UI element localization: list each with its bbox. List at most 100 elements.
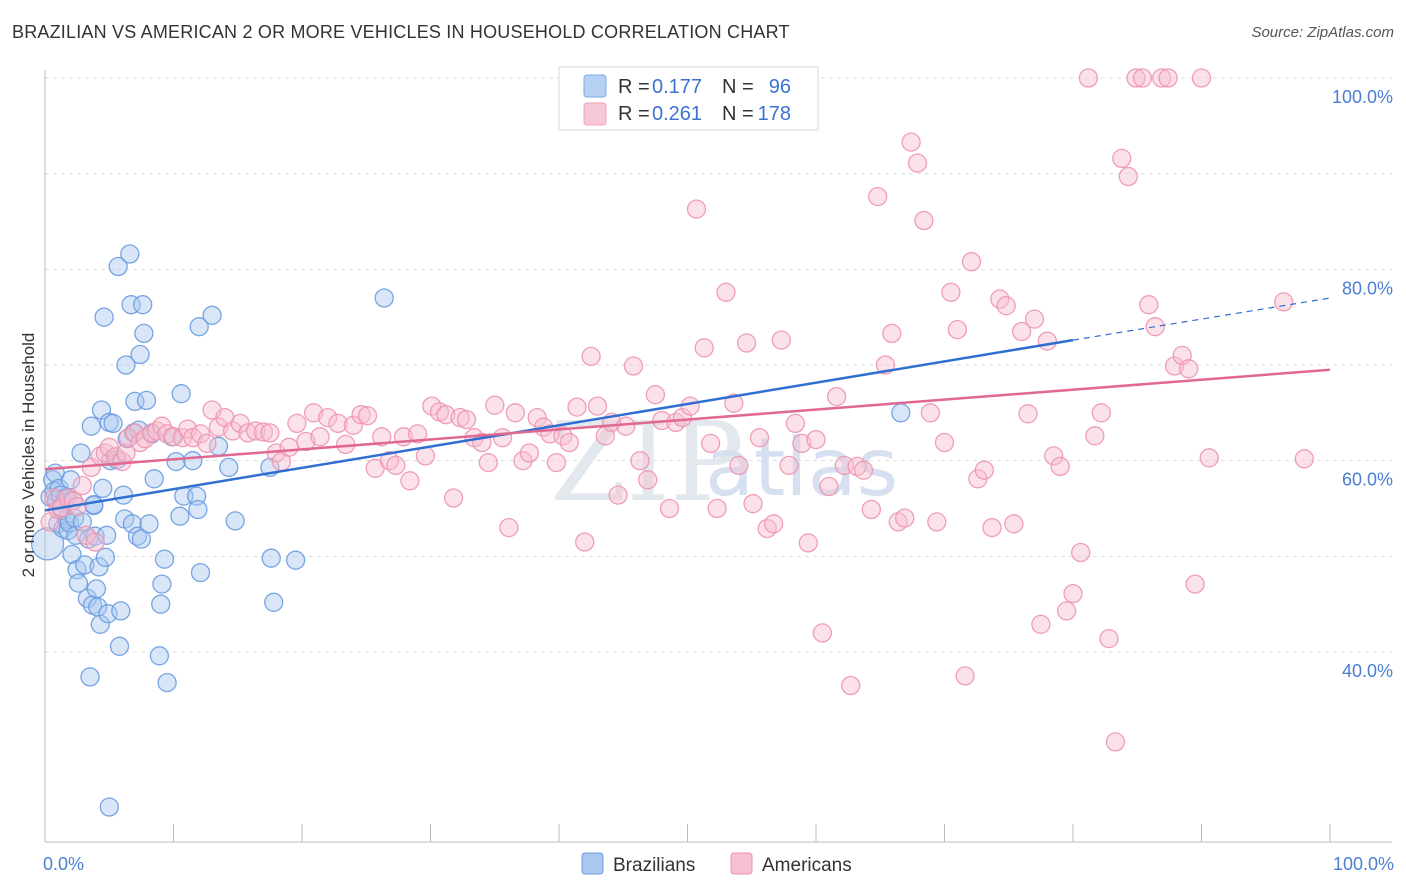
data-point (575, 532, 595, 552)
y-axis-label: 2 or more Vehicles in Household (19, 333, 38, 578)
data-point (1105, 732, 1126, 752)
trend-line-americans (44, 368, 1331, 471)
data-point (700, 433, 721, 454)
legend-swatch-americans (583, 102, 607, 126)
data-point (1139, 295, 1159, 315)
data-point (1056, 601, 1077, 621)
data-point (1024, 309, 1045, 329)
data-point (130, 344, 150, 365)
legend-r-value-1: 0.177 (652, 76, 702, 98)
data-point (891, 403, 911, 423)
watermark: ZIP atlas (550, 398, 898, 526)
series-brazilians-points (30, 244, 911, 817)
source-label: Source: ZipAtlas.com (1251, 24, 1394, 41)
data-point (75, 555, 95, 575)
data-point (581, 346, 601, 367)
data-point (108, 256, 128, 277)
data-point (901, 132, 921, 152)
data-point (246, 421, 266, 441)
data-point (343, 415, 364, 435)
data-point (608, 485, 628, 505)
data-point (133, 295, 153, 315)
data-point (351, 405, 371, 425)
x-tick-label-max: 100.0% (1333, 854, 1394, 874)
data-point (95, 547, 116, 567)
data-point (202, 305, 222, 325)
data-point (166, 451, 186, 472)
data-point (1085, 426, 1105, 446)
data-point (559, 432, 579, 453)
data-point (94, 307, 114, 327)
data-point (1037, 331, 1057, 351)
data-point (400, 471, 420, 491)
watermark-zip: ZIP (550, 398, 744, 526)
data-point (1031, 614, 1051, 634)
data-point (771, 330, 791, 350)
data-point (1199, 448, 1219, 468)
data-point (941, 282, 961, 302)
data-point (853, 460, 874, 480)
legend-n-label-1: N = (722, 76, 754, 98)
data-point (499, 517, 519, 538)
data-point (1011, 321, 1032, 342)
legend-r-label-1: R = (618, 76, 650, 98)
data-point (616, 416, 636, 436)
data-point (1091, 403, 1111, 423)
data-point (81, 416, 101, 436)
data-point (920, 403, 941, 423)
data-point (567, 397, 587, 417)
data-point (934, 432, 955, 453)
data-point (785, 413, 806, 434)
data-point (190, 562, 211, 583)
data-point (806, 429, 826, 450)
data-point (996, 296, 1016, 316)
legend-n-label-2: N = (722, 103, 754, 125)
data-point (961, 252, 982, 272)
data-point (1152, 68, 1172, 88)
data-point (436, 405, 456, 425)
stats-legend: R = 0.177 N = 96 R = 0.261 N = 178 (558, 66, 819, 131)
y-tick-label: 100.0% (1332, 87, 1393, 107)
data-point (72, 475, 92, 496)
data-point (261, 548, 281, 568)
data-point (86, 579, 107, 599)
bottom-legend-swatch-americans (730, 852, 753, 875)
bottom-legend-swatch-brazilians (581, 852, 604, 875)
data-point (443, 488, 464, 508)
data-point (1112, 148, 1132, 169)
data-point (157, 672, 177, 693)
data-point (85, 532, 105, 552)
data-point (318, 407, 338, 428)
data-point (111, 601, 131, 621)
data-point (1164, 356, 1185, 376)
data-point (1191, 68, 1212, 88)
data-point (623, 356, 644, 376)
data-point (97, 525, 117, 545)
data-point (374, 288, 394, 308)
data-point (1118, 166, 1138, 187)
data-point (779, 455, 799, 476)
data-point (456, 409, 477, 430)
data-point (136, 390, 157, 411)
data-point (505, 403, 525, 423)
data-point (264, 592, 284, 612)
data-point (190, 424, 211, 444)
data-point (170, 506, 190, 526)
data-point (982, 517, 1002, 538)
data-point (372, 427, 392, 447)
data-point (90, 614, 110, 634)
data-point (1274, 292, 1294, 312)
data-point (736, 333, 757, 353)
data-point (151, 594, 171, 614)
series-americans-points (40, 68, 1314, 752)
data-point (171, 384, 191, 404)
data-point (947, 319, 968, 340)
y-tick-label: 60.0% (1342, 470, 1393, 490)
trend-lines (44, 297, 1331, 512)
data-point (812, 623, 833, 643)
data-point (974, 460, 994, 480)
data-point (680, 396, 700, 416)
data-point (219, 457, 239, 478)
data-point (84, 495, 104, 515)
data-point (386, 455, 406, 476)
